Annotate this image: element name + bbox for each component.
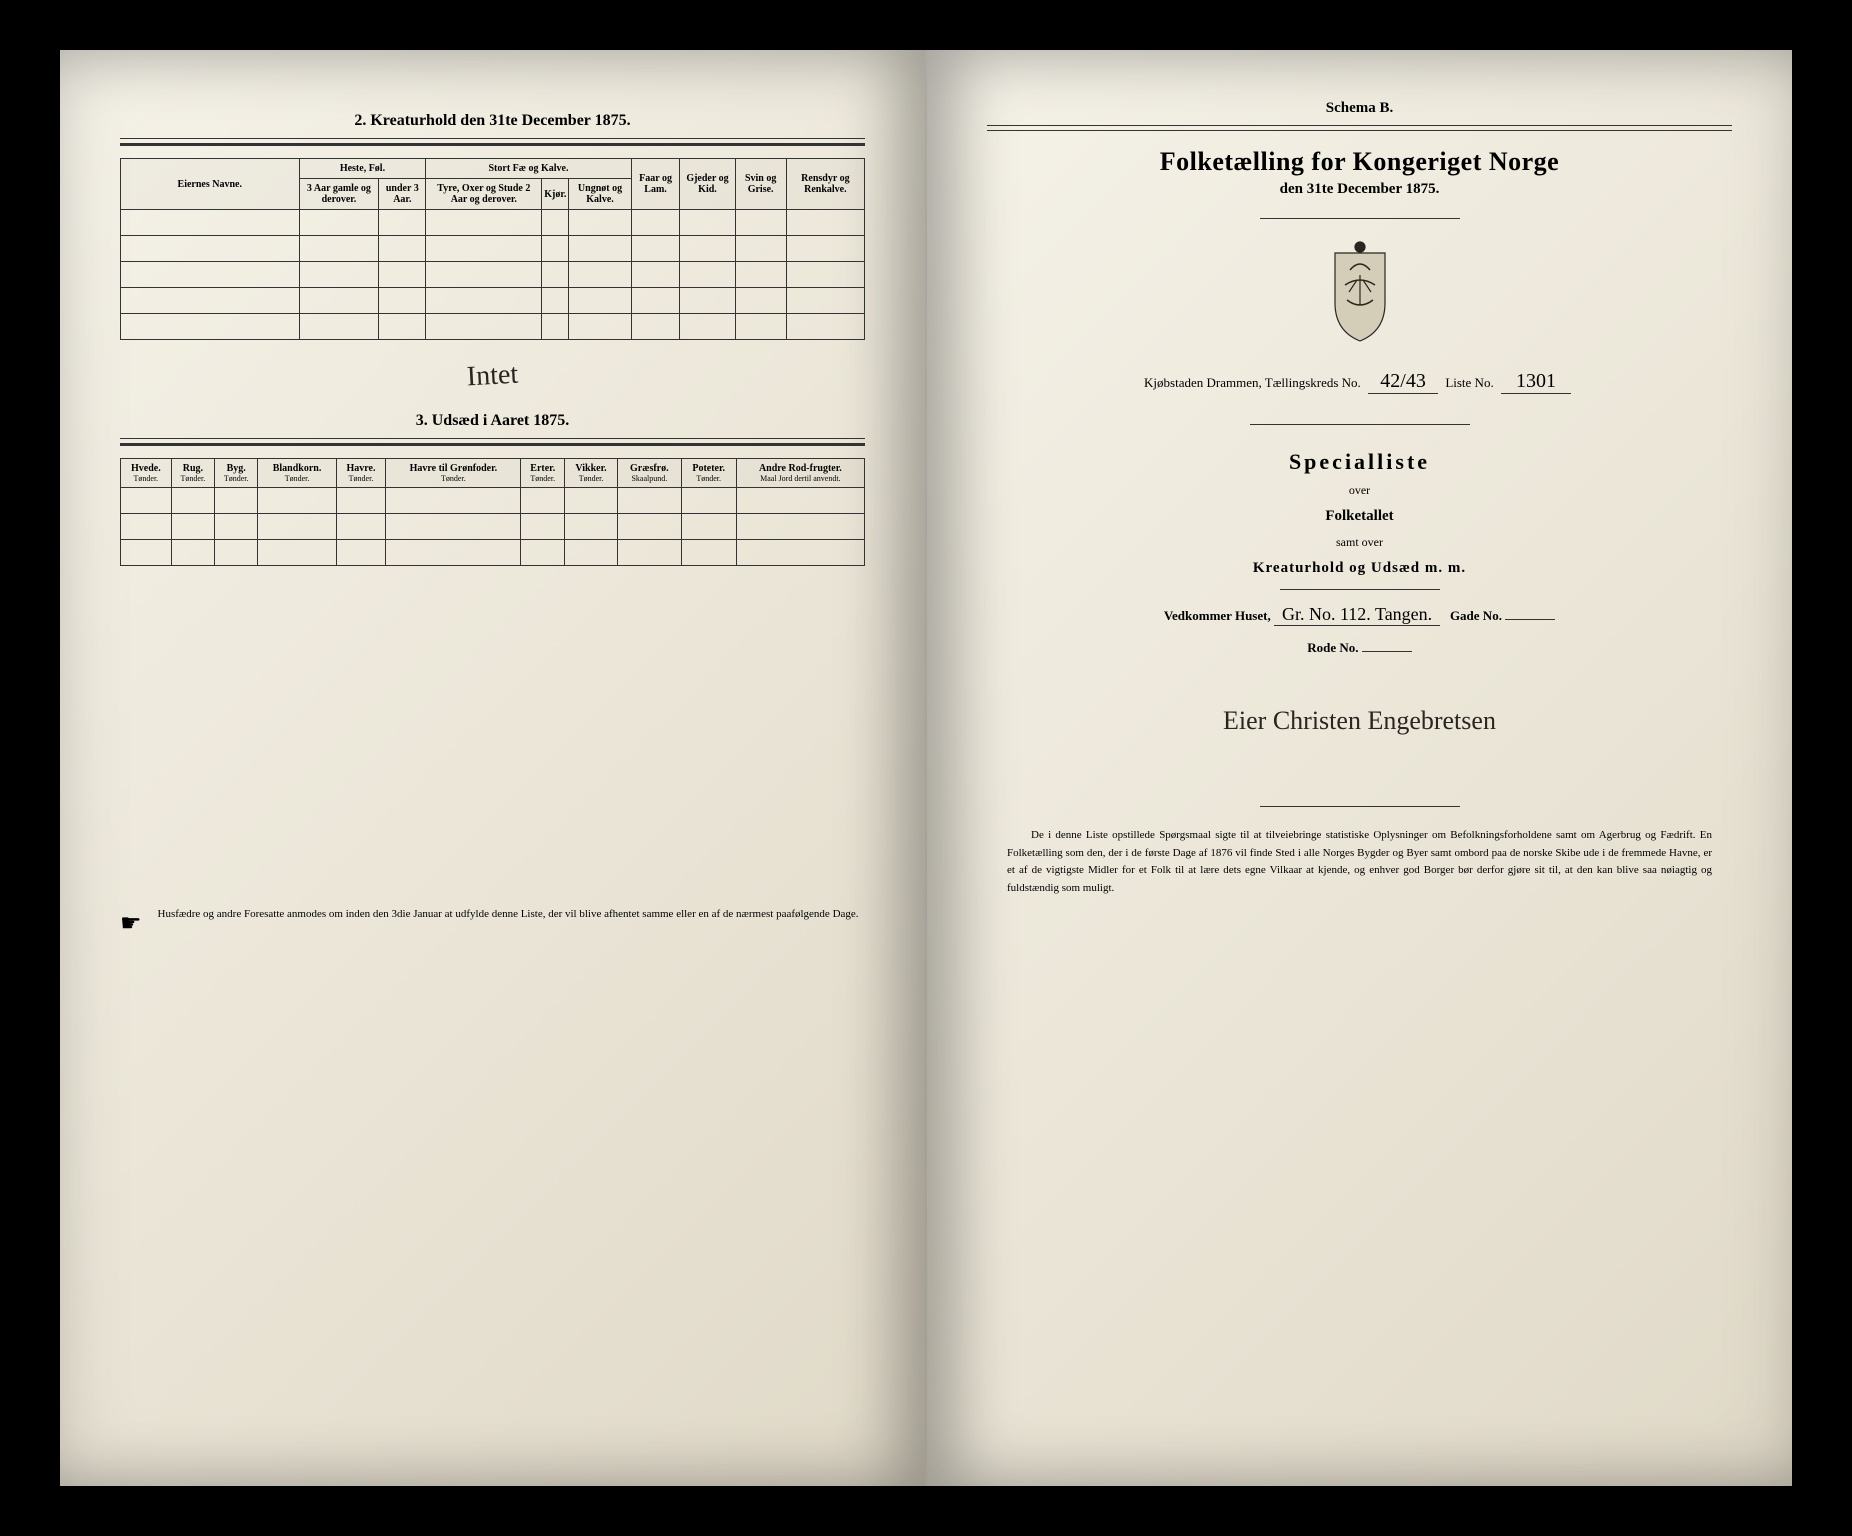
liste-value: 1301 bbox=[1501, 370, 1571, 394]
rode-line: Rode No. bbox=[987, 640, 1732, 656]
table-row bbox=[121, 488, 865, 514]
kreds-value: 42/43 bbox=[1368, 370, 1438, 394]
kjobstad-label: Kjøbstaden Drammen, bbox=[1144, 375, 1262, 390]
rule-short bbox=[1280, 589, 1440, 590]
table-row bbox=[121, 514, 865, 540]
col-fae: Stort Fæ og Kalve. bbox=[426, 159, 631, 179]
sub-f3: Ungnøt og Kalve. bbox=[569, 179, 631, 210]
rule-short bbox=[1250, 424, 1470, 425]
specialliste-title: Specialliste bbox=[987, 449, 1732, 475]
taelling-label: Tællingskreds No. bbox=[1265, 375, 1361, 390]
over-label: over bbox=[987, 483, 1732, 498]
table-row bbox=[121, 288, 865, 314]
id-line: Kjøbstaden Drammen, Tællingskreds No. 42… bbox=[987, 370, 1732, 394]
liste-label: Liste No. bbox=[1445, 375, 1493, 390]
col-poteter: Poteter.Tønder. bbox=[681, 459, 736, 488]
rode-label: Rode No. bbox=[1307, 640, 1358, 655]
vedkommer-label: Vedkommer Huset, bbox=[1164, 608, 1271, 623]
handwritten-signature-2: Intet bbox=[120, 341, 866, 412]
col-gjeder: Gjeder og Kid. bbox=[680, 159, 735, 210]
left-page: 2. Kreaturhold den 31te December 1875. E… bbox=[60, 50, 927, 1486]
rule-short bbox=[1260, 218, 1460, 219]
section-3-title: 3. Udsæd i Aaret 1875. bbox=[120, 412, 865, 430]
col-graesfro: Græsfrø.Skaalpund. bbox=[617, 459, 681, 488]
body-paragraph: De i denne Liste opstillede Spørgsmaal s… bbox=[987, 827, 1732, 897]
kreatur-line: Kreaturhold og Udsæd m. m. bbox=[987, 560, 1732, 577]
coat-of-arms-icon bbox=[987, 235, 1732, 350]
table-row bbox=[121, 210, 865, 236]
col-blandkorn: Blandkorn.Tønder. bbox=[258, 459, 336, 488]
sub-h2: under 3 Aar. bbox=[379, 179, 426, 210]
folketallet-label: Folketallet bbox=[987, 508, 1732, 525]
col-rug: Rug.Tønder. bbox=[171, 459, 214, 488]
owner-signature: Eier Christen Engebretsen bbox=[987, 706, 1732, 736]
date-line: den 31te December 1875. bbox=[987, 181, 1732, 198]
section-2-title: 2. Kreaturhold den 31te December 1875. bbox=[120, 112, 865, 130]
udsaed-table: Hvede.Tønder. Rug.Tønder. Byg.Tønder. Bl… bbox=[120, 458, 865, 566]
col-byg: Byg.Tønder. bbox=[215, 459, 258, 488]
col-vikker: Vikker.Tønder. bbox=[565, 459, 618, 488]
table-row bbox=[121, 314, 865, 340]
kreaturhold-table: Eiernes Navne. Heste, Føl. Stort Fæ og K… bbox=[120, 158, 865, 340]
book-spread: 2. Kreaturhold den 31te December 1875. E… bbox=[60, 50, 1792, 1486]
col-svin: Svin og Grise. bbox=[735, 159, 786, 210]
vedkommer-line: Vedkommer Huset, Gr. No. 112. Tangen. Ga… bbox=[987, 604, 1732, 626]
footer-text: Husfædre og andre Foresatte anmodes om i… bbox=[158, 906, 859, 923]
col-andre: Andre Rod-frugter.Maal Jord dertil anven… bbox=[736, 459, 864, 488]
table-row bbox=[121, 540, 865, 566]
rule-thick bbox=[120, 143, 865, 146]
col-owner: Eiernes Navne. bbox=[121, 159, 300, 210]
rode-value bbox=[1362, 651, 1412, 652]
pointing-hand-icon: ☛ bbox=[120, 906, 142, 942]
rule bbox=[987, 130, 1732, 131]
rule-thick bbox=[120, 443, 865, 446]
samt-label: samt over bbox=[987, 535, 1732, 550]
col-heste: Heste, Føl. bbox=[299, 159, 426, 179]
col-havre-gron: Havre til Grønfoder.Tønder. bbox=[386, 459, 521, 488]
sub-h1: 3 Aar gamle og derover. bbox=[299, 179, 379, 210]
schema-label: Schema B. bbox=[987, 100, 1732, 117]
col-havre: Havre.Tønder. bbox=[336, 459, 386, 488]
col-hvede: Hvede.Tønder. bbox=[121, 459, 172, 488]
right-page: Schema B. Folketælling for Kongeriget No… bbox=[927, 50, 1792, 1486]
col-erter: Erter.Tønder. bbox=[521, 459, 565, 488]
table-row bbox=[121, 262, 865, 288]
footer-note: ☛ Husfædre og andre Foresatte anmodes om… bbox=[120, 906, 865, 942]
rule bbox=[120, 438, 865, 439]
col-faar: Faar og Lam. bbox=[631, 159, 680, 210]
main-title: Folketælling for Kongeriget Norge bbox=[987, 147, 1732, 177]
huset-value: Gr. No. 112. Tangen. bbox=[1274, 604, 1440, 626]
gade-label: Gade No. bbox=[1450, 608, 1502, 623]
table-row bbox=[121, 236, 865, 262]
gade-value bbox=[1505, 619, 1555, 620]
sub-f2: Kjør. bbox=[542, 179, 569, 210]
rule bbox=[120, 138, 865, 139]
rule bbox=[987, 125, 1732, 126]
rule-short bbox=[1260, 806, 1460, 807]
sub-f1: Tyre, Oxer og Stude 2 Aar og derover. bbox=[426, 179, 542, 210]
col-rens: Rensdyr og Renkalve. bbox=[786, 159, 864, 210]
